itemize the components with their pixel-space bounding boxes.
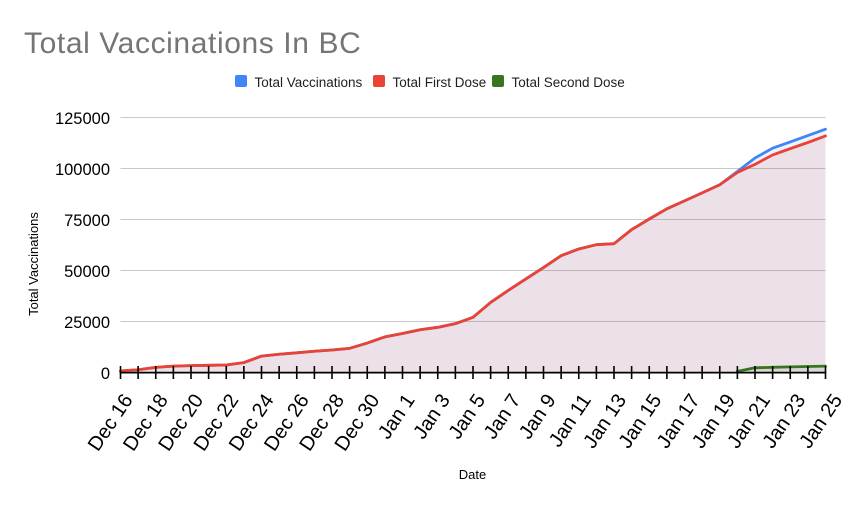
svg-text:Jan 3: Jan 3 [409, 390, 455, 443]
svg-text:Jan 5: Jan 5 [445, 390, 491, 443]
svg-text:125000: 125000 [55, 110, 110, 128]
svg-text:Jan 1: Jan 1 [374, 390, 420, 443]
svg-text:Jan 7: Jan 7 [480, 390, 526, 443]
svg-text:100000: 100000 [55, 161, 110, 179]
svg-text:75000: 75000 [64, 212, 110, 230]
svg-text:Date: Date [459, 467, 486, 482]
svg-text:Total Vaccinations: Total Vaccinations [26, 212, 41, 316]
svg-text:0: 0 [101, 365, 110, 383]
svg-text:25000: 25000 [64, 314, 110, 332]
svg-text:50000: 50000 [64, 263, 110, 281]
